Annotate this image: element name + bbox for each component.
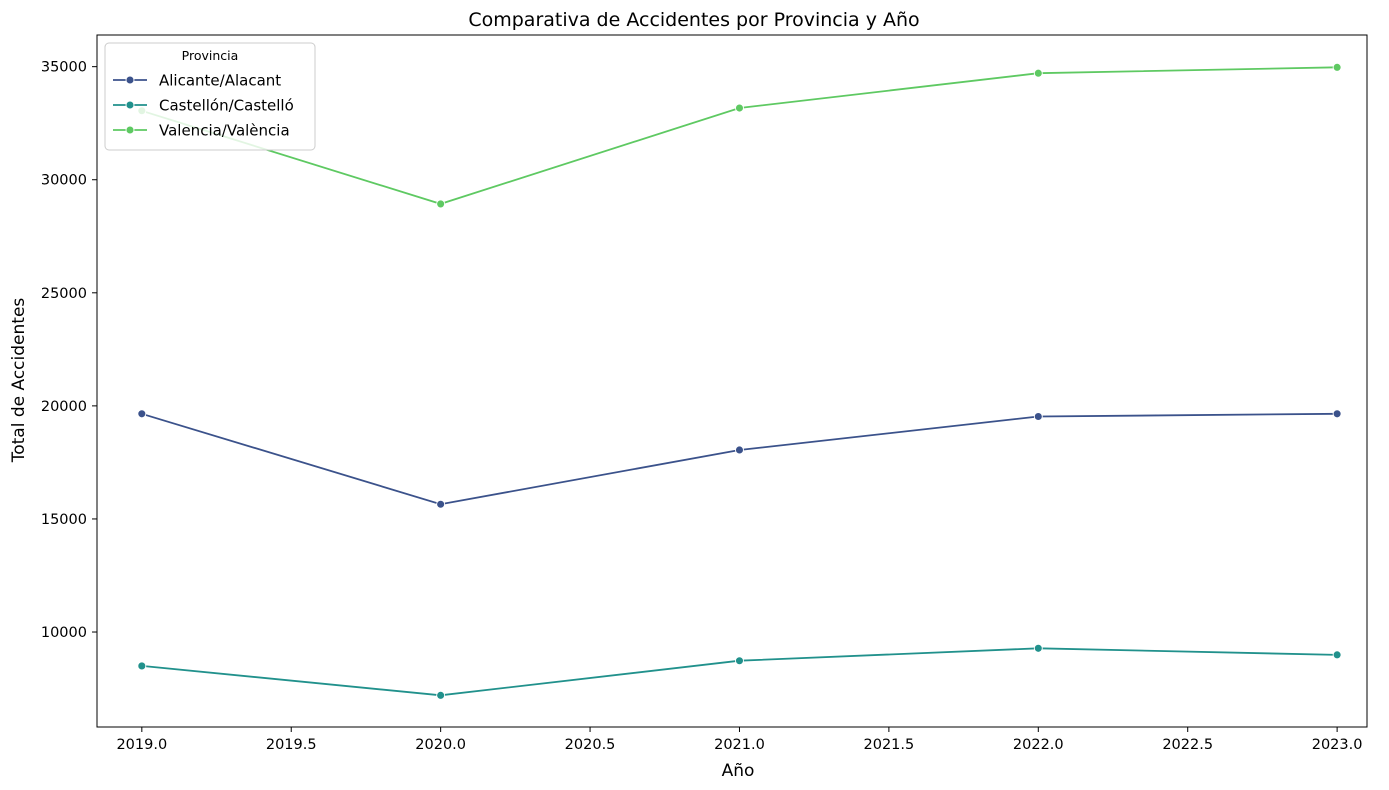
data-point-valencia-val-ncia [1332,62,1342,72]
data-point-castell-n-castell [1033,643,1043,653]
x-tick-label: 2020.5 [565,737,616,753]
y-tick-label: 20000 [41,399,87,415]
data-point-alicante-alacant [735,445,744,455]
legend-title: Provincia [182,48,239,63]
series-alicante-alacant [137,409,1342,509]
y-tick-label: 30000 [41,173,87,189]
x-tick-label: 2022.5 [1162,737,1213,753]
legend-item-castell-n-castell: Castellón/Castelló [113,97,294,115]
data-point-alicante-alacant [1332,409,1342,419]
y-tick-label: 10000 [41,625,87,641]
data-point-valencia-val-ncia [436,199,446,209]
legend-marker-swatch [125,125,135,135]
legend-label: Valencia/València [159,122,290,140]
legend-marker-swatch [125,100,135,110]
x-tick-label: 2019.0 [116,737,167,753]
x-tick-label: 2022.0 [1013,737,1064,753]
legend: Provincia Alicante/Alacant Castellón/Cast… [104,42,316,151]
legend-items: Alicante/Alacant Castellón/Castelló Valenc… [113,72,294,140]
data-point-castell-n-castell [137,661,147,671]
data-point-castell-n-castell [735,656,744,666]
x-tick-label: 2021.0 [714,737,765,753]
plot-frame [96,34,1368,728]
y-tick-label: 35000 [41,60,87,76]
x-tick-label: 2023.0 [1312,737,1363,753]
y-axis-ticks: 10000 15000 20000 25000 30000 35000 [41,60,97,641]
x-tick-label: 2020.0 [415,737,466,753]
legend-marker-swatch [125,75,135,85]
x-axis-ticks: 2019.0 2019.5 2020.0 2020.5 2021.0 2021.5 2022… [116,727,1362,753]
y-tick-label: 25000 [41,286,87,302]
data-point-valencia-val-ncia [1033,68,1043,78]
data-point-castell-n-castell [436,690,446,700]
data-point-alicante-alacant [436,499,446,509]
legend-item-valencia-val-ncia: Valencia/València [113,122,290,140]
data-point-alicante-alacant [1033,412,1043,421]
x-axis-label: Año [722,761,755,781]
chart-title: Comparativa de Accidentes por Provincia … [468,9,919,31]
x-tick-label: 2021.5 [864,737,915,753]
legend-box [104,42,316,151]
y-tick-label: 15000 [41,512,87,528]
y-axis-label: Total de Accidentes [9,298,29,464]
data-point-castell-n-castell [1332,650,1342,660]
data-point-alicante-alacant [137,409,147,419]
series-layer [137,62,1342,700]
data-point-valencia-val-ncia [735,103,744,113]
legend-label: Alicante/Alacant [159,72,281,90]
legend-item-alicante-alacant: Alicante/Alacant [113,72,281,90]
legend-label: Castellón/Castelló [159,97,294,115]
x-tick-label: 2019.5 [266,737,317,753]
series-castell-n-castell [137,643,1342,700]
